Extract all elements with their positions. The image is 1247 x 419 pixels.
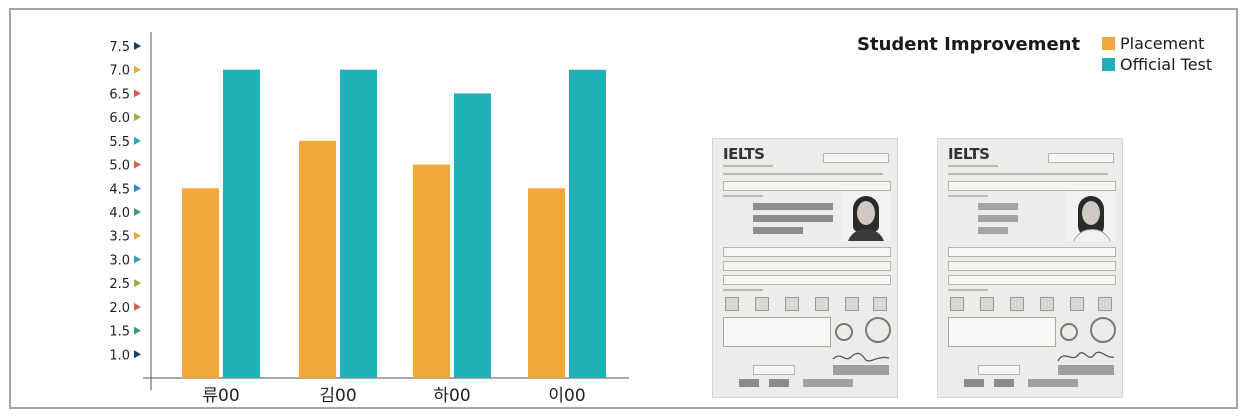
y-tick-marker xyxy=(134,42,141,50)
candidate-photo-2 xyxy=(1066,191,1116,241)
legend-label-placement: Placement xyxy=(1120,34,1205,53)
bar-chart: 1.0 1.5 2.0 2.5 3.0 3.5 4.0 4.5 5.0 5.5 6.0 6.5 7.0 7… xyxy=(109,32,629,406)
legend-entry-official-test: Official Test xyxy=(1102,55,1212,74)
y-tick-marker xyxy=(134,279,141,288)
signature-2 xyxy=(1057,351,1115,362)
y-tick-marker xyxy=(134,184,141,193)
y-tick-label: 3.0 xyxy=(109,253,130,268)
bar-official-test xyxy=(569,69,606,378)
legend-entry-placement: Placement xyxy=(1102,34,1204,53)
ielts-logo: IELTS xyxy=(948,145,990,163)
bar-placement xyxy=(413,164,450,378)
y-tick-marker xyxy=(134,302,141,311)
x-category-label: 류00 xyxy=(202,386,239,406)
bar-official-test xyxy=(340,69,377,378)
candidate-photo-1 xyxy=(841,191,891,241)
y-tick-label: 7.0 xyxy=(109,64,130,79)
y-tick-marker xyxy=(134,160,141,169)
ielts-logo: IELTS xyxy=(723,145,765,163)
y-tick-label: 4.0 xyxy=(109,206,130,221)
bar-placement xyxy=(299,140,336,378)
y-tick-label: 2.0 xyxy=(109,301,130,316)
signature-1 xyxy=(832,352,890,362)
y-tick-label: 7.5 xyxy=(109,40,130,55)
y-tick-label: 5.5 xyxy=(109,135,130,150)
bar-placement xyxy=(182,188,219,378)
y-tick-label: 6.0 xyxy=(109,111,130,126)
y-tick-marker xyxy=(134,350,141,359)
y-tick-label: 5.0 xyxy=(109,159,130,174)
x-category-label: 하00 xyxy=(433,386,470,406)
chart-title: Student Improvement xyxy=(857,34,1081,55)
bar-official-test xyxy=(223,69,260,378)
legend: Student Improvement Placement Official T… xyxy=(851,32,1231,92)
legend-swatch-official-test xyxy=(1102,58,1115,71)
y-tick-label: 4.5 xyxy=(109,182,130,197)
y-tick-marker xyxy=(134,89,141,98)
y-tick-label: 6.5 xyxy=(109,87,130,102)
chart-frame: 1.0 1.5 2.0 2.5 3.0 3.5 4.0 4.5 5.0 5.5 6.0 6.5 7.0 7… xyxy=(9,8,1238,409)
x-category-label: 김00 xyxy=(319,386,356,406)
y-tick-label: 1.0 xyxy=(109,348,130,363)
y-tick-marker xyxy=(134,208,141,216)
bar-placement xyxy=(528,188,565,378)
legend-label-official-test: Official Test xyxy=(1120,55,1213,74)
x-category-label: 이00 xyxy=(548,386,585,406)
y-tick-label: 3.5 xyxy=(109,230,130,245)
ielts-certificate-image-2: IELTS xyxy=(937,138,1123,398)
y-tick-marker xyxy=(134,326,141,335)
y-tick-marker xyxy=(134,255,141,264)
ielts-certificate-image-1: IELTS xyxy=(712,138,898,398)
y-tick-label: 1.5 xyxy=(109,325,130,340)
y-tick-marker xyxy=(134,136,141,145)
bar-official-test xyxy=(454,93,491,378)
y-tick-label: 2.5 xyxy=(109,277,130,292)
y-tick-marker xyxy=(134,113,141,122)
y-tick-marker xyxy=(134,231,141,240)
legend-swatch-placement xyxy=(1102,37,1115,50)
y-tick-marker xyxy=(134,65,141,74)
